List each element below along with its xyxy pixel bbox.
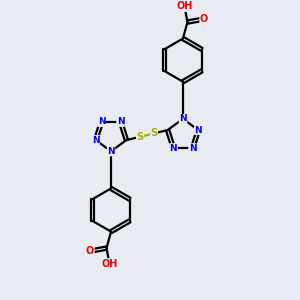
Text: N: N	[117, 118, 124, 127]
Text: N: N	[189, 144, 196, 153]
Text: OH: OH	[101, 259, 118, 269]
Text: OH: OH	[176, 2, 193, 11]
Text: O: O	[86, 246, 94, 256]
Text: N: N	[107, 147, 115, 156]
Text: N: N	[195, 126, 202, 135]
Text: N: N	[92, 136, 99, 145]
Text: N: N	[98, 118, 105, 127]
Text: O: O	[200, 14, 208, 24]
Text: S: S	[136, 132, 144, 142]
Text: S: S	[150, 128, 158, 138]
Text: N: N	[169, 144, 177, 153]
Text: N: N	[179, 114, 187, 123]
